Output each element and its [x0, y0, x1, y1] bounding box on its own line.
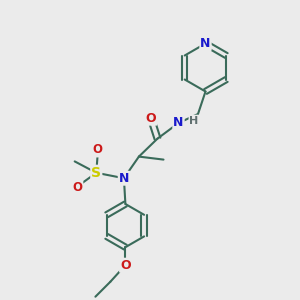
Text: N: N: [173, 116, 184, 130]
Text: O: O: [120, 259, 131, 272]
Text: O: O: [146, 112, 156, 125]
Text: O: O: [93, 143, 103, 157]
Text: O: O: [72, 181, 82, 194]
Text: N: N: [119, 172, 129, 185]
Text: S: S: [91, 166, 101, 180]
Text: H: H: [190, 116, 199, 126]
Text: N: N: [200, 37, 211, 50]
